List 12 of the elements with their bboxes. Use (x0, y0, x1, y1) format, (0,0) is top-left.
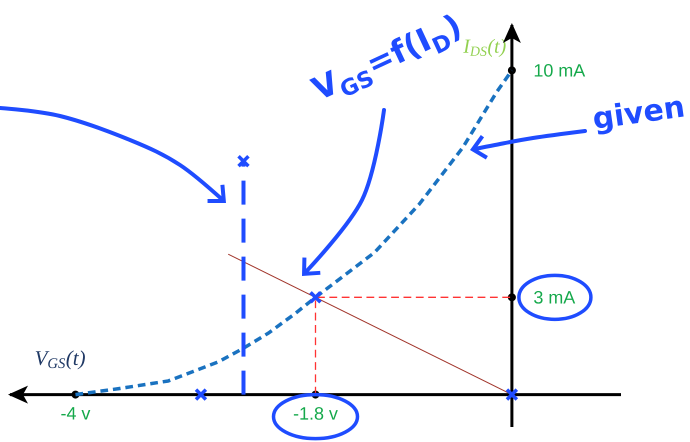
point (505, 388, 519, 402)
x-axis-title: V$_{GS}$(t) (36, 350, 85, 370)
point (194, 388, 208, 402)
point (308, 290, 322, 304)
annotation: given (594, 100, 684, 134)
annotation: V$_{GS}$=f(I$_{D}$) (309, 14, 460, 98)
y-axis-title: I$_{DS}$(t) (463, 38, 506, 57)
point (236, 154, 250, 168)
x-tick-label: -4 v (61, 407, 90, 420)
y-tick-label: 10 mA (534, 64, 586, 77)
x-tick-label: -1.8 v (294, 407, 338, 420)
y-tick-label: 3 mA (534, 290, 576, 304)
